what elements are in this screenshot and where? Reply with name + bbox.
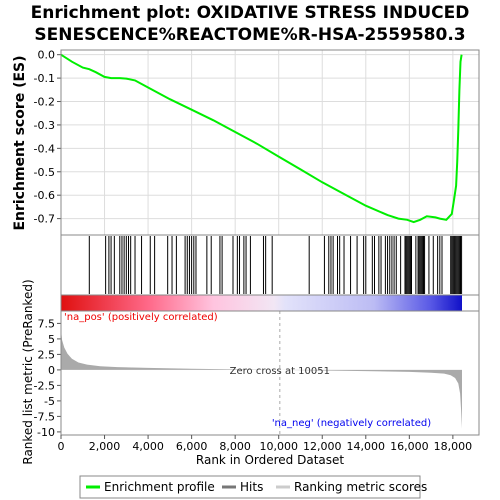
- es-y-axis: 0.0 -0.1 -0.2 -0.3 -0.4 -0.5 -0.6 -0.7: [34, 49, 61, 226]
- legend-box: [79, 475, 421, 499]
- chart-title-line-2: SENESCENCE%REACTOME%R-HSA-2559580.3: [34, 25, 466, 45]
- metric-panel: [61, 311, 479, 435]
- es-y-tick-label: -0.7: [34, 213, 55, 226]
- na-pos-label: 'na_pos' (positively correlated): [64, 312, 218, 323]
- metric-y-tick-label: -5: [44, 395, 55, 408]
- es-grid: [60, 50, 479, 235]
- metric-y-tick-label: -2.5: [34, 379, 55, 392]
- metric-y-tick-label: 0: [48, 364, 55, 377]
- metric-y-tick-label: 2.5: [38, 348, 56, 361]
- es-y-tick-label: -0.4: [34, 142, 55, 155]
- x-tick-label: 18,000: [434, 440, 473, 453]
- rank-color-bar: [61, 295, 462, 311]
- es-y-tick-label: -0.3: [34, 119, 55, 132]
- x-tick-label: 0: [58, 440, 65, 453]
- metric-y-axis: 7.5 5 2.5 0 -2.5 -5 -7.5 -10: [34, 317, 61, 439]
- hits-markers: [88, 236, 463, 294]
- legend-enrichment-label: Enrichment profile: [104, 480, 215, 494]
- x-tick-label: 10,000: [259, 440, 298, 453]
- es-y-tick-label: -0.6: [34, 189, 55, 202]
- x-axis: 0 2,000 4,000 6,000 8,000 10,000 12,000 14,000 1…: [58, 435, 473, 453]
- metric-panel-border: [60, 310, 480, 436]
- metric-y-tick-label: -7.5: [34, 410, 55, 423]
- legend-hits-label: Hits: [240, 480, 263, 494]
- legend: Enrichment profile Hits Ranking metric s…: [79, 475, 427, 499]
- chart-title-line-1: Enrichment plot: OXIDATIVE STRESS INDUCE…: [30, 3, 470, 23]
- na-neg-label: 'na_neg' (negatively correlated): [272, 418, 431, 429]
- x-tick-label: 16,000: [390, 440, 429, 453]
- es-y-tick-label: -0.5: [34, 166, 55, 179]
- metric-y-tick-label: 7.5: [38, 317, 56, 330]
- es-y-tick-label: 0.0: [38, 49, 56, 62]
- metric-y-tick-label: 5: [48, 333, 55, 346]
- metric-y-axis-label: Ranked list metric (PreRanked): [21, 279, 35, 464]
- es-y-tick-label: -0.2: [34, 96, 55, 109]
- x-tick-label: 2,000: [89, 440, 121, 453]
- x-tick-label: 4,000: [132, 440, 164, 453]
- legend-metric-label: Ranking metric scores: [294, 480, 427, 494]
- x-tick-label: 6,000: [176, 440, 208, 453]
- x-tick-label: 12,000: [303, 440, 342, 453]
- es-y-tick-label: -0.1: [34, 72, 55, 85]
- x-tick-label: 14,000: [347, 440, 386, 453]
- x-tick-label: 8,000: [219, 440, 251, 453]
- zero-cross-label: Zero cross at 10051: [230, 366, 330, 377]
- metric-y-tick-label: -10: [37, 426, 55, 439]
- enrichment-profile-line: [60, 53, 463, 224]
- es-y-axis-label: Enrichment score (ES): [12, 55, 28, 230]
- x-axis-label: Rank in Ordered Dataset: [196, 453, 344, 467]
- chart-title: Enrichment plot: OXIDATIVE STRESS INDUCE…: [0, 2, 500, 46]
